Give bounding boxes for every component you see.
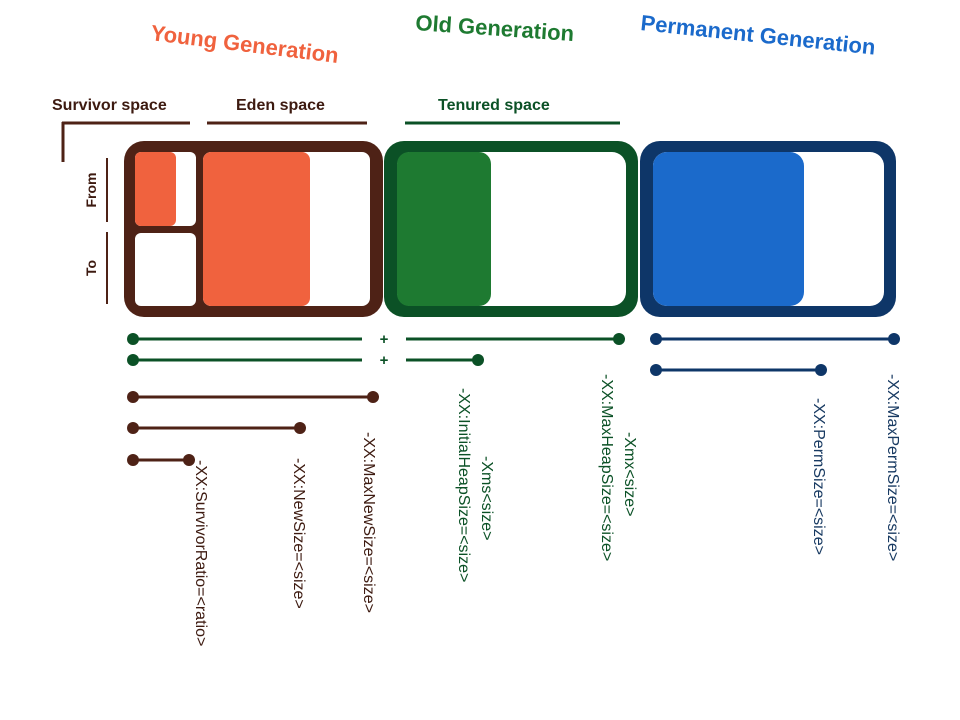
survivor-ratio-range-start: [127, 454, 139, 466]
tenured-fill: [397, 152, 491, 306]
permanent-generation-block: [640, 141, 896, 317]
permanent-generation-title: Permanent Generation: [639, 10, 876, 60]
initial-heap-size-flag: -XX:InitialHeapSize=<size>: [455, 388, 472, 582]
survivor-ratio-flag: -XX:SurvivorRatio=<ratio>: [192, 460, 209, 646]
survivor-from-fill: [135, 152, 176, 226]
young-generation-title: Young Generation: [149, 20, 340, 68]
permanent-fill: [653, 152, 804, 306]
max-perm-size-flag: -XX:MaxPermSize=<size>: [884, 374, 901, 561]
new-size-range: [127, 422, 306, 434]
eden-fill: [203, 152, 310, 306]
max-heap-range-start: [127, 333, 139, 345]
max-heap-plus: +: [380, 331, 389, 348]
perm-size-range: [650, 364, 827, 376]
initial-heap-range-start: [127, 354, 139, 366]
old-generation-block: [384, 141, 638, 317]
survivor-to-space: [135, 233, 196, 306]
initial-heap-range-end: [472, 354, 484, 366]
max-perm-size-range: [650, 333, 900, 345]
tenured-space-label: Tenured space: [438, 97, 550, 114]
to-label: To: [83, 260, 99, 276]
old-generation-title: Old Generation: [415, 10, 575, 46]
perm-size-range-end: [815, 364, 827, 376]
max-heap-size-flag: -XX:MaxHeapSize=<size>: [598, 374, 615, 561]
initial-heap-range: +: [127, 352, 484, 369]
perm-size-range-start: [650, 364, 662, 376]
survivor-ratio-range-end: [183, 454, 195, 466]
perm-size-flag: -XX:PermSize=<size>: [810, 398, 827, 555]
max-new-size-range-end: [367, 391, 379, 403]
initial-heap-plus: +: [380, 352, 389, 369]
max-perm-size-range-start: [650, 333, 662, 345]
max-new-size-range-start: [127, 391, 139, 403]
xms-flag: -Xms<size>: [478, 456, 495, 540]
eden-space-label: Eden space: [236, 97, 325, 114]
new-size-range-end: [294, 422, 306, 434]
max-perm-size-range-end: [888, 333, 900, 345]
from-label: From: [83, 173, 99, 208]
new-size-flag: -XX:NewSize=<size>: [290, 458, 307, 609]
new-size-range-start: [127, 422, 139, 434]
max-heap-range: +: [127, 331, 625, 348]
survivor-ratio-range: [127, 454, 195, 466]
young-generation-block: [124, 141, 383, 317]
max-new-size-flag: -XX:MaxNewSize=<size>: [360, 432, 377, 613]
xmx-flag: -Xmx<size>: [621, 432, 638, 516]
max-new-size-range: [127, 391, 379, 403]
max-heap-range-end: [613, 333, 625, 345]
survivor-space-label: Survivor space: [52, 97, 167, 114]
